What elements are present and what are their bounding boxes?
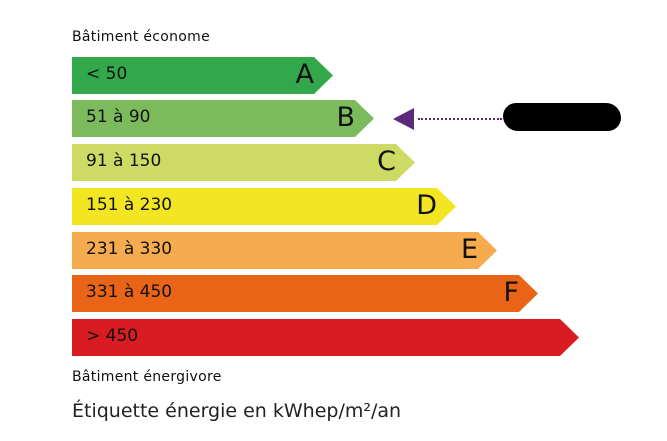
energy-class-bar-a: < 50 A xyxy=(72,57,333,94)
bottom-caption: Bâtiment énergivore xyxy=(72,369,222,385)
bar-range: < 50 xyxy=(86,64,128,84)
energy-class-bar-b: 51 à 90 B xyxy=(72,100,374,137)
bar-letter: C xyxy=(377,146,396,177)
bar-range: 91 à 150 xyxy=(86,151,162,171)
top-caption: Bâtiment économe xyxy=(72,29,210,45)
bar-shape xyxy=(72,144,415,181)
bar-range: 151 à 230 xyxy=(86,195,173,215)
bar-letter: E xyxy=(460,234,478,265)
bar-shape xyxy=(72,188,456,225)
bar-shape xyxy=(72,57,333,94)
bar-letter: A xyxy=(295,59,314,90)
bar-range: 331 à 450 xyxy=(86,282,173,302)
energy-class-bar-c: 91 à 150 C xyxy=(72,144,415,181)
bar-letter: B xyxy=(336,102,355,133)
bar-range: > 450 xyxy=(86,326,139,346)
bar-shape xyxy=(72,275,538,312)
footer-unit-label: Étiquette énergie en kWhep/m²/an xyxy=(72,400,402,422)
bar-shape xyxy=(72,100,374,137)
indicator-dotted-line xyxy=(418,118,502,120)
indicator-arrow-icon xyxy=(393,108,414,130)
bar-letter: D xyxy=(416,190,437,221)
energy-class-bar-d: 151 à 230 D xyxy=(72,188,456,225)
bar-shape xyxy=(72,232,497,269)
energy-class-bar-e: 231 à 330 E xyxy=(72,232,497,269)
bar-range: 231 à 330 xyxy=(86,239,173,259)
energy-class-bar-f: 331 à 450 F xyxy=(72,275,538,312)
bar-range: 51 à 90 xyxy=(86,107,151,127)
redacted-label xyxy=(503,103,621,131)
bar-shape xyxy=(72,319,579,356)
energy-class-bar-g: > 450 xyxy=(72,319,579,356)
bar-letter: F xyxy=(503,277,519,308)
